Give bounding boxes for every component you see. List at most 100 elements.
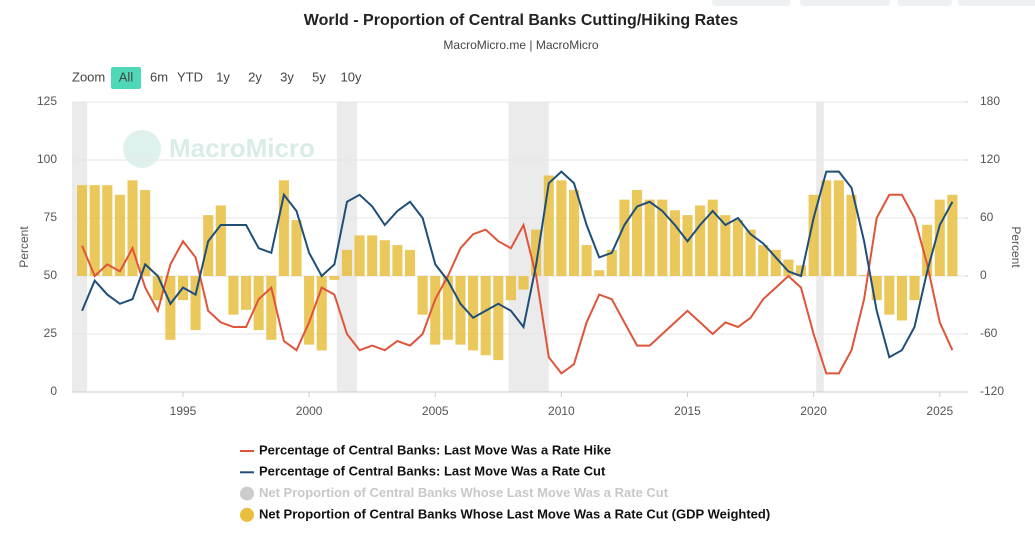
bar: [795, 265, 807, 276]
bar: [568, 189, 580, 276]
bar: [505, 276, 516, 301]
bar: [531, 229, 542, 276]
recession-band: [816, 102, 824, 392]
bar: [316, 276, 327, 351]
bar: [695, 205, 706, 276]
bar: [581, 245, 592, 276]
bar: [304, 276, 315, 345]
zoom-button[interactable]: 1y: [216, 69, 230, 84]
bar: [341, 249, 353, 276]
bar: [480, 276, 491, 356]
bar: [758, 245, 769, 276]
watermark: MacroMicro: [169, 133, 315, 163]
y2-tick-label: 60: [980, 210, 994, 224]
bar: [846, 194, 857, 276]
bar: [745, 229, 756, 276]
x-tick-label: 2025: [926, 404, 953, 418]
bar: [808, 194, 819, 276]
toolbar-button[interactable]: [800, 0, 890, 6]
bar: [266, 276, 277, 340]
recession-band: [336, 102, 358, 392]
y-tick-label: 25: [44, 326, 58, 340]
bar: [934, 199, 945, 276]
chart-title: World - Proportion of Central Banks Cutt…: [304, 12, 738, 29]
legend-label[interactable]: Percentage of Central Banks: Last Move W…: [259, 442, 611, 457]
bar: [329, 276, 340, 280]
bar: [442, 276, 453, 340]
legend-label[interactable]: Percentage of Central Banks: Last Move W…: [259, 464, 606, 479]
bar: [278, 180, 289, 276]
zoom-button[interactable]: All: [119, 69, 134, 84]
bar: [468, 276, 479, 351]
bar: [89, 185, 100, 276]
x-tick-label: 2020: [800, 404, 827, 418]
bar: [215, 205, 226, 276]
toolbar-button[interactable]: [958, 0, 1035, 6]
y-tick-label: 125: [37, 94, 57, 108]
x-tick-label: 2015: [674, 404, 701, 418]
zoom-button[interactable]: 5y: [312, 69, 326, 84]
legend: Percentage of Central Banks: Last Move W…: [240, 442, 770, 522]
legend-marker[interactable]: [240, 486, 254, 501]
bar: [657, 199, 668, 276]
x-tick-label: 2005: [422, 404, 449, 418]
bar: [632, 189, 643, 276]
zoom-button[interactable]: 6m: [150, 69, 168, 84]
bar: [404, 249, 416, 276]
y-tick-label: 0: [50, 384, 57, 398]
bar: [127, 180, 138, 276]
bar: [392, 245, 403, 276]
y-axis-title: Percent: [17, 226, 31, 268]
chart-subtitle: MacroMicro.me | MacroMicro: [443, 38, 598, 52]
bar: [140, 189, 151, 276]
bar: [770, 249, 781, 276]
bar: [707, 199, 718, 276]
bar: [833, 180, 844, 276]
bar: [241, 276, 252, 310]
x-tick-label: 1995: [170, 404, 197, 418]
bar: [367, 235, 378, 276]
zoom-button[interactable]: 10y: [341, 69, 362, 84]
legend-label[interactable]: Net Proportion of Central Banks Whose La…: [259, 485, 669, 500]
bar: [871, 276, 882, 301]
bar: [379, 240, 390, 276]
line: [81, 193, 954, 375]
bar: [732, 219, 744, 276]
line: [81, 170, 954, 359]
bar: [417, 276, 428, 315]
bar: [430, 276, 441, 345]
y-tick-label: 100: [37, 152, 57, 166]
bar: [909, 276, 920, 301]
zoom-button[interactable]: 3y: [280, 69, 294, 84]
bar: [77, 185, 88, 276]
toolbar-button[interactable]: [898, 0, 952, 6]
x-tick-label: 2010: [548, 404, 575, 418]
bar: [720, 215, 731, 276]
legend-marker[interactable]: [240, 507, 254, 522]
bar: [291, 219, 302, 276]
plot-area: MacroMicro 0 25 50 75 100 125 -120 -60 0 60 120 180 1…: [37, 94, 1004, 418]
bar: [543, 175, 554, 276]
bar: [455, 276, 466, 345]
zoom-button[interactable]: 2y: [248, 69, 262, 84]
bar: [152, 276, 163, 301]
bar: [682, 215, 693, 276]
toolbar-button[interactable]: [712, 0, 790, 6]
bar: [518, 276, 529, 290]
zoom-buttons: All 6m YTD 1y 2y 3y 5y 10y: [111, 67, 362, 89]
bar: [669, 210, 680, 276]
x-tick-label: 2000: [296, 404, 323, 418]
zoom-button[interactable]: YTD: [177, 69, 203, 84]
bar: [493, 276, 504, 361]
zoom-button-bg[interactable]: [111, 67, 141, 89]
bar: [859, 275, 870, 276]
y2-axis-title: Percent: [1009, 226, 1023, 268]
bar: [190, 276, 201, 331]
zoom-label: Zoom: [72, 69, 105, 84]
bar: [884, 276, 895, 315]
legend-label[interactable]: Net Proportion of Central Banks Whose La…: [259, 506, 770, 521]
bar: [606, 249, 617, 276]
bar: [922, 224, 933, 276]
y2-tick-label: 120: [980, 152, 1000, 166]
